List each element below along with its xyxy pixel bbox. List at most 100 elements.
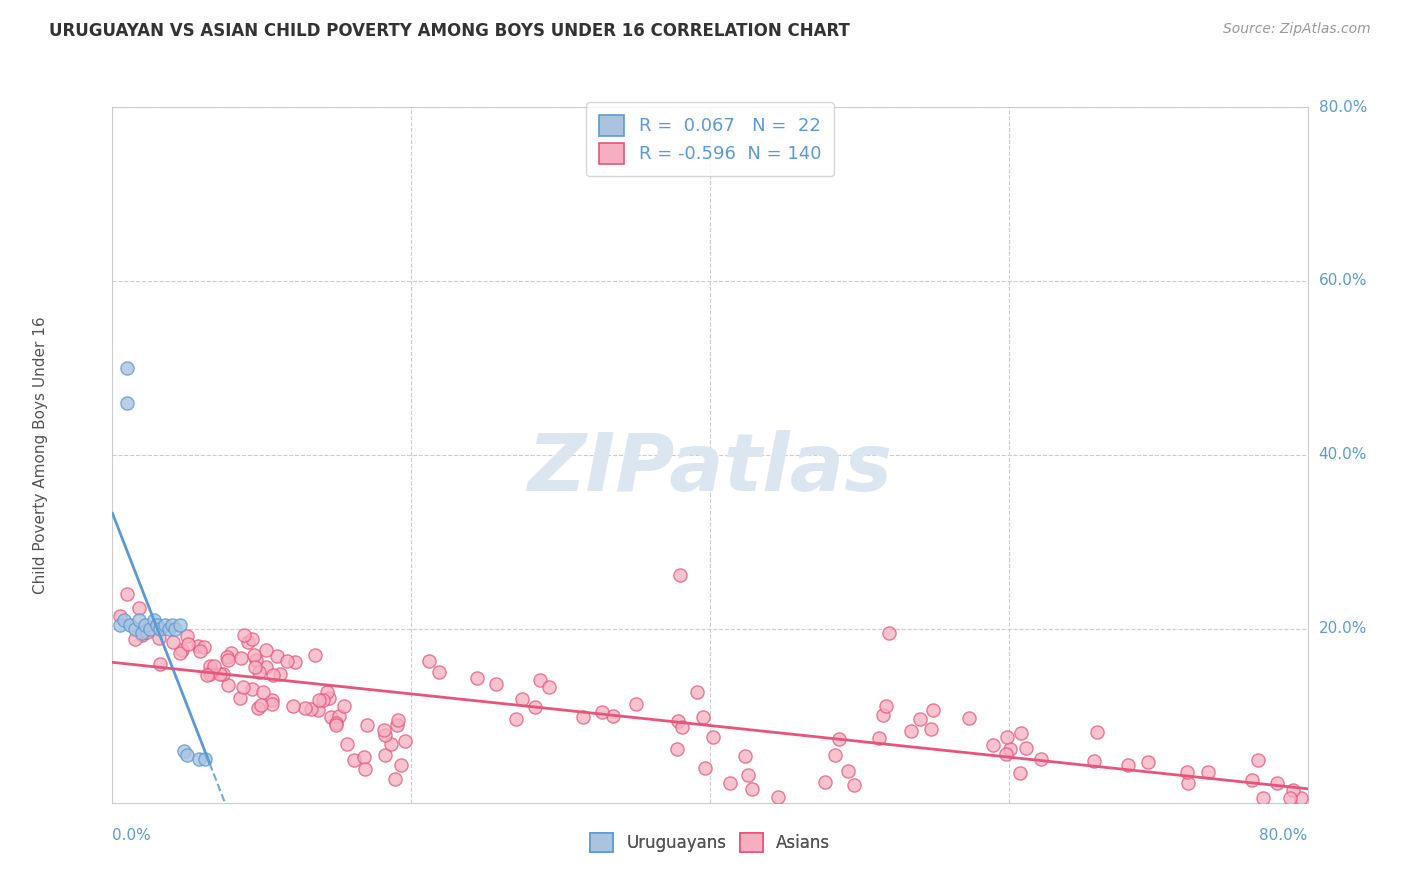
Point bbox=[250, 698, 273, 713]
Point bbox=[1014, 741, 1036, 756]
Point bbox=[240, 682, 263, 697]
Point bbox=[1029, 752, 1052, 766]
Text: 80.0%: 80.0% bbox=[1319, 100, 1367, 114]
Point bbox=[229, 651, 252, 665]
Point bbox=[307, 703, 329, 717]
Text: 80.0%: 80.0% bbox=[1260, 828, 1308, 843]
Text: 60.0%: 60.0% bbox=[1319, 274, 1367, 288]
Point bbox=[124, 632, 146, 647]
Point bbox=[868, 731, 890, 746]
Point bbox=[1175, 765, 1198, 780]
Point bbox=[157, 622, 180, 636]
Point bbox=[128, 613, 150, 627]
Point bbox=[197, 668, 219, 682]
Point bbox=[232, 680, 254, 694]
Point bbox=[149, 657, 172, 671]
Point bbox=[172, 643, 194, 657]
Point bbox=[353, 750, 375, 764]
Point bbox=[246, 701, 269, 715]
Text: 20.0%: 20.0% bbox=[1319, 622, 1367, 636]
Point bbox=[591, 705, 613, 719]
Point bbox=[718, 776, 741, 790]
Point bbox=[131, 628, 153, 642]
Point bbox=[336, 737, 359, 751]
Point bbox=[1265, 776, 1288, 790]
Point bbox=[110, 609, 132, 624]
Point bbox=[219, 646, 242, 660]
Point bbox=[624, 697, 647, 711]
Point bbox=[243, 660, 266, 674]
Point bbox=[124, 622, 146, 636]
Point bbox=[505, 712, 527, 726]
Point bbox=[875, 698, 897, 713]
Point bbox=[957, 710, 980, 724]
Point bbox=[131, 626, 153, 640]
Point bbox=[108, 617, 131, 632]
Point bbox=[602, 709, 624, 723]
Point bbox=[387, 713, 409, 727]
Point bbox=[325, 715, 347, 730]
Point bbox=[427, 665, 450, 679]
Point bbox=[325, 718, 347, 732]
Point bbox=[814, 774, 837, 789]
Point bbox=[389, 758, 412, 772]
Legend: Uruguayans, Asians: Uruguayans, Asians bbox=[578, 822, 842, 864]
Point bbox=[162, 634, 184, 648]
Point bbox=[669, 568, 692, 582]
Point bbox=[269, 667, 291, 681]
Point bbox=[1116, 758, 1139, 772]
Text: Source: ZipAtlas.com: Source: ZipAtlas.com bbox=[1223, 22, 1371, 37]
Text: Child Poverty Among Boys Under 16: Child Poverty Among Boys Under 16 bbox=[34, 316, 48, 594]
Point bbox=[173, 744, 195, 758]
Point bbox=[193, 640, 215, 654]
Point bbox=[695, 761, 717, 775]
Point bbox=[187, 639, 209, 653]
Point bbox=[1000, 742, 1022, 756]
Point bbox=[510, 692, 533, 706]
Point bbox=[908, 712, 931, 726]
Point bbox=[143, 613, 166, 627]
Point bbox=[922, 703, 945, 717]
Point bbox=[1197, 764, 1219, 779]
Point bbox=[208, 667, 231, 681]
Point bbox=[240, 632, 263, 647]
Point bbox=[198, 666, 221, 681]
Point bbox=[373, 723, 395, 738]
Point bbox=[828, 732, 851, 747]
Point bbox=[135, 625, 157, 640]
Point bbox=[148, 631, 170, 645]
Point bbox=[262, 697, 284, 711]
Point bbox=[217, 653, 239, 667]
Point bbox=[1177, 776, 1199, 790]
Point bbox=[315, 685, 337, 699]
Point bbox=[1279, 791, 1302, 805]
Point bbox=[114, 613, 135, 627]
Point bbox=[1137, 755, 1160, 769]
Point bbox=[380, 737, 402, 751]
Point bbox=[120, 617, 142, 632]
Point bbox=[245, 653, 267, 667]
Point bbox=[356, 718, 378, 732]
Point bbox=[385, 718, 408, 732]
Point bbox=[200, 665, 222, 679]
Point bbox=[1247, 753, 1270, 767]
Point bbox=[252, 685, 274, 699]
Point bbox=[319, 710, 342, 724]
Point bbox=[165, 622, 187, 636]
Point bbox=[418, 654, 440, 668]
Point bbox=[215, 650, 238, 665]
Point bbox=[981, 738, 1004, 752]
Point bbox=[1241, 773, 1264, 788]
Point bbox=[153, 617, 176, 632]
Point bbox=[374, 728, 396, 742]
Point bbox=[254, 643, 277, 657]
Point bbox=[571, 710, 593, 724]
Point bbox=[1010, 726, 1032, 740]
Point bbox=[384, 772, 406, 786]
Point bbox=[117, 396, 139, 410]
Point bbox=[304, 648, 326, 662]
Point bbox=[233, 628, 256, 642]
Point bbox=[312, 692, 335, 706]
Text: 40.0%: 40.0% bbox=[1319, 448, 1367, 462]
Point bbox=[169, 646, 191, 660]
